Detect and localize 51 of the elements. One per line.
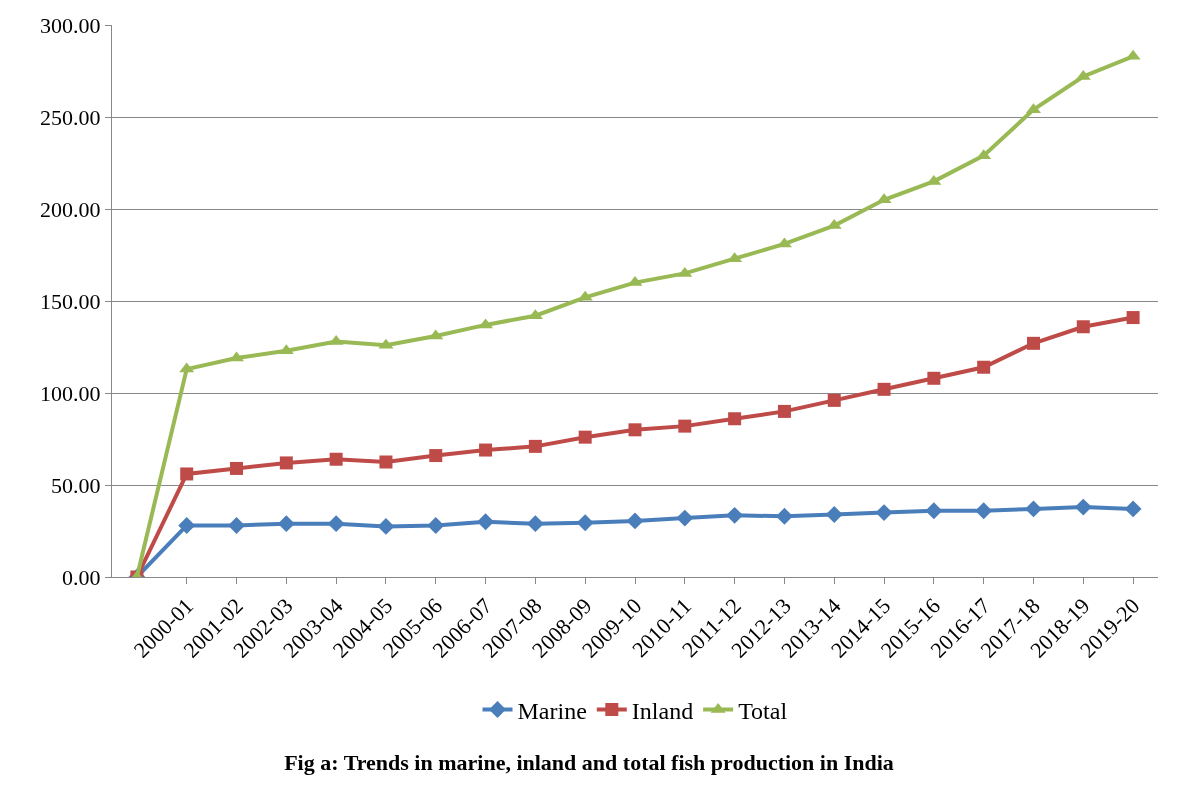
point [526,515,544,533]
point [626,512,644,530]
point [1126,311,1140,325]
point [279,456,293,470]
point [427,517,445,534]
y-tick-label: 50.00 [51,472,101,498]
point [927,371,941,385]
point [479,443,493,457]
point [1025,500,1042,518]
point [228,517,245,534]
point [327,515,345,533]
point [877,382,891,396]
point [977,360,991,374]
y-tick-label: 0.00 [62,564,101,590]
point [578,430,592,444]
y-tick-label: 100.00 [40,380,101,406]
point [576,514,594,532]
point [728,412,742,426]
y-tick-label: 250.00 [40,104,101,130]
y-tick-label: 200.00 [40,196,101,222]
point [329,452,343,466]
legend-label: Marine [517,697,587,724]
point [178,517,196,534]
point [875,504,893,522]
point [1026,336,1040,350]
legend-label: Total [738,697,788,724]
point [825,505,843,523]
point [676,509,694,527]
point [429,449,443,463]
point [377,517,395,535]
point [726,506,744,524]
y-tick-label: 300.00 [40,12,101,38]
point [528,439,542,453]
point [1074,498,1092,516]
point [678,419,692,433]
point [628,423,642,437]
point [1076,320,1090,334]
text: Fig a: Trends in marine, inland and total fish production in India [284,749,894,775]
point [1124,500,1142,518]
point [975,502,993,520]
y-tick-label: 150.00 [40,288,101,314]
point [775,507,793,525]
point [180,467,194,481]
point [777,404,791,418]
point [277,515,295,533]
legend-label: Inland [631,697,694,724]
point [925,502,943,520]
point [379,455,393,469]
point [477,513,495,531]
point [827,393,841,407]
point [230,461,244,475]
